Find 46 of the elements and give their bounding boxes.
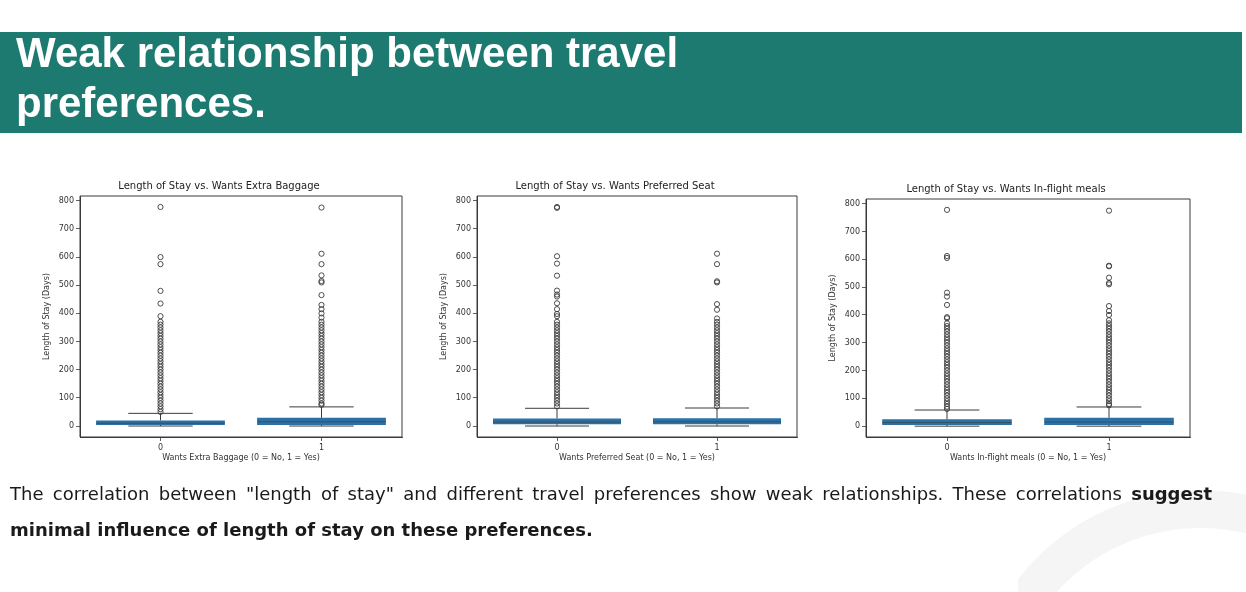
y-tick-label: 700 (455, 224, 471, 234)
y-tick-label: 700 (58, 224, 74, 234)
y-tick-label: 800 (58, 195, 74, 205)
x-tick-label: 1 (1106, 442, 1112, 452)
y-tick-label: 100 (455, 392, 471, 402)
chart-title: Length of Stay vs. Wants Extra Baggage (118, 179, 320, 191)
x-tick-label: 0 (157, 442, 164, 452)
x-tick-label: 0 (554, 442, 560, 452)
y-tick-label: 0 (68, 421, 74, 431)
y-tick-label: 500 (455, 280, 471, 290)
y-axis-title: Length of Stay (Days) (827, 274, 837, 362)
text: The correlation between "length of stay" and different travel preferences show weak relationships. These correlations (10, 483, 1122, 504)
y-tick-label: 800 (455, 195, 471, 205)
x-axis-title: Wants Preferred Seat (0 = No, 1 = Yes) (559, 453, 715, 463)
y-axis-title: Length of Stay (Days) (438, 273, 448, 360)
y-tick-label: 600 (844, 254, 860, 264)
y-tick-label: 800 (844, 198, 860, 208)
y-tick-label: 600 (455, 252, 471, 262)
y-tick-label: 300 (844, 337, 860, 347)
x-axis-title: Wants Extra Baggage (0 = No, 1 = Yes) (162, 453, 320, 463)
x-axis-title: Wants In-flight meals (0 = No, 1 = Yes) (949, 453, 1107, 463)
y-tick-label: 200 (58, 364, 74, 374)
y-tick-label: 100 (844, 393, 860, 403)
y-tick-label: 500 (844, 282, 860, 292)
y-tick-label: 400 (58, 308, 74, 318)
y-tick-label: 400 (844, 310, 860, 320)
text: suggest (1131, 483, 1212, 504)
text: minimal influence of length of stay on these preferences. (10, 519, 593, 540)
y-tick-label: 500 (58, 280, 74, 290)
y-tick-label: 300 (455, 336, 471, 346)
y-tick-label: 700 (844, 226, 860, 236)
y-axis-title: Length of Stay (Days) (41, 273, 51, 360)
x-tick-label: 0 (944, 442, 950, 452)
y-tick-label: 400 (455, 308, 471, 318)
y-tick-label: 200 (844, 365, 860, 375)
y-tick-label: 200 (455, 364, 471, 374)
x-tick-label: 1 (318, 442, 325, 452)
x-tick-label: 1 (714, 442, 720, 452)
text: Weak relationship between travel preferences. (16, 28, 680, 128)
y-tick-label: 600 (58, 252, 74, 262)
y-tick-label: 0 (465, 421, 471, 431)
y-tick-label: 300 (58, 336, 74, 346)
y-tick-label: 0 (854, 421, 860, 431)
chart-title: Length of Stay vs. Wants In-flight meals (906, 182, 1106, 194)
chart-title: Length of Stay vs. Wants Preferred Seat (515, 179, 715, 191)
y-tick-label: 100 (58, 392, 74, 402)
